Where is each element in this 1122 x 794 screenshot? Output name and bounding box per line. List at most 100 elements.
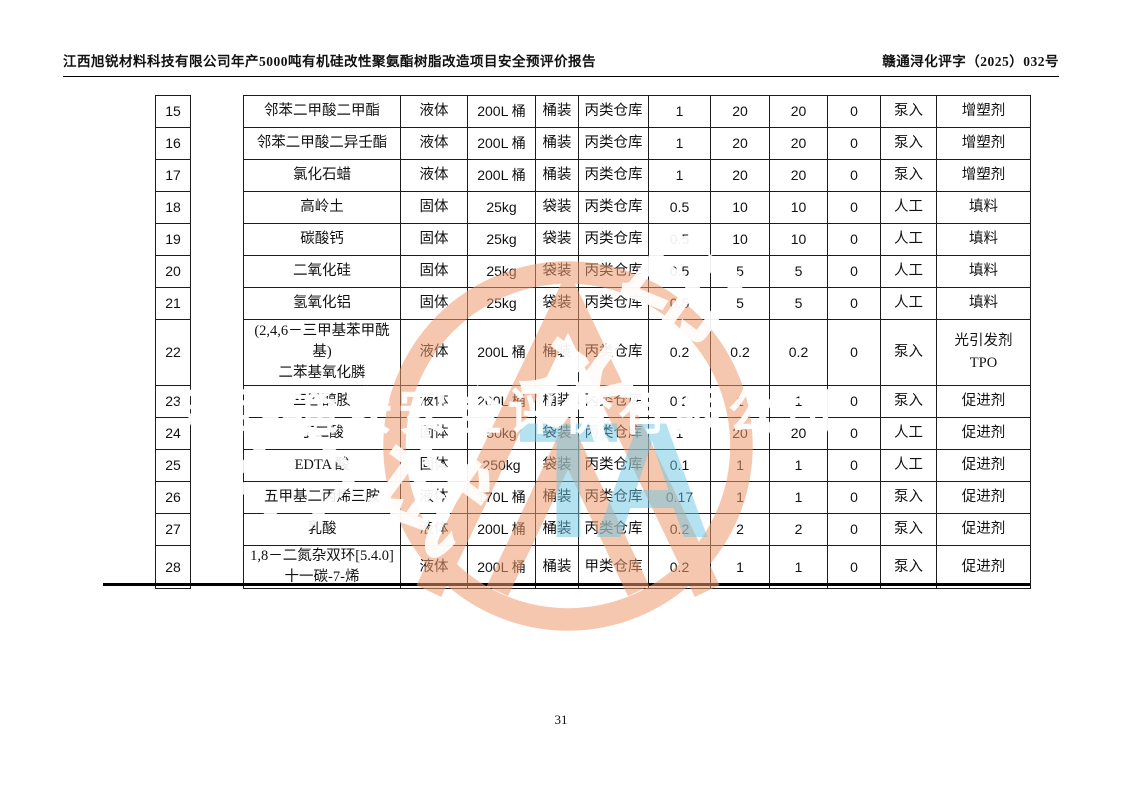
cell-package-size: 25kg (467, 255, 536, 288)
table-row: 18 高岭土 固体 25kg 袋装 丙类仓库 0.5 10 10 0 人工 填料 (155, 191, 1031, 224)
cell-storage-location: 丙类仓库 (578, 481, 649, 514)
cell-storage-location: 丙类仓库 (578, 513, 649, 546)
cell-onsite-amount: 0 (827, 223, 881, 256)
cell-package-size: 200L 桶 (467, 319, 536, 386)
cell-max-storage: 1 (710, 449, 770, 482)
cell-purpose: 光引发剂 TPO (936, 319, 1031, 386)
cell-design-storage: 5 (769, 255, 828, 288)
page-header: 江西旭锐材料科技有限公司年产5000吨有机硅改性聚氨酯树脂改造项目安全预评价报告… (63, 50, 1059, 70)
cell-storage-location: 丙类仓库 (578, 319, 649, 386)
cell-substance-name: 乳酸 (243, 513, 401, 546)
cell-package-type: 袋装 (535, 287, 579, 320)
cell-row-number: 18 (155, 191, 191, 224)
cell-package-size: 200L 桶 (467, 95, 536, 128)
cell-substance-name: 1,8－二氮杂双环[5.4.0] 十一碳-7-烯 (243, 544, 401, 590)
cell-substance-name: 邻苯二甲酸二甲酯 (243, 95, 401, 128)
cell-substance-name: 丁二酸 (243, 417, 401, 450)
cell-max-storage: 20 (710, 127, 770, 160)
cell-design-storage: 1 (769, 449, 828, 482)
cell-design-storage: 2 (769, 513, 828, 546)
cell-design-storage: 20 (769, 159, 828, 192)
table-row: 22 (2,4,6－三甲基苯甲酰基) 二苯基氧化膦 液体 200L 桶桶装 丙类仓库 0.… (155, 319, 1031, 386)
cell-purpose: 促进剂 (936, 449, 1031, 482)
cell-max-storage: 1 (710, 481, 770, 514)
cell-package-type: 桶装 (535, 385, 579, 418)
cell-row-number: 25 (155, 449, 191, 482)
cell-max-storage: 10 (710, 223, 770, 256)
cell-design-storage: 5 (769, 287, 828, 320)
cell-daily-usage: 1 (648, 95, 711, 128)
cell-package-size: 200L 桶 (467, 159, 536, 192)
cell-package-type: 袋装 (535, 417, 579, 450)
cell-storage-location: 丙类仓库 (578, 159, 649, 192)
cell-onsite-amount: 0 (827, 95, 881, 128)
cell-substance-name: (2,4,6－三甲基苯甲酰基) 二苯基氧化膦 (243, 319, 401, 386)
header-report-title: 江西旭锐材料科技有限公司年产5000吨有机硅改性聚氨酯树脂改造项目安全预评价报告 (63, 54, 596, 69)
cell-feeding-method: 人工 (880, 417, 937, 450)
cell-max-storage: 0.2 (710, 319, 770, 386)
cell-substance-name: 二氧化硅 (243, 255, 401, 288)
header-rule (63, 76, 1059, 77)
cell-package-type: 袋装 (535, 191, 579, 224)
cell-package-size: 170L 桶 (467, 481, 536, 514)
table-row: 19 碳酸钙 固体 25kg 袋装 丙类仓库 0.5 10 10 0 人工 填料 (155, 223, 1031, 256)
cell-storage-location: 丙类仓库 (578, 449, 649, 482)
cell-max-storage: 20 (710, 95, 770, 128)
cell-package-size: 50kg (467, 417, 536, 450)
cell-package-type: 袋装 (535, 449, 579, 482)
cell-daily-usage: 0.5 (648, 255, 711, 288)
cell-package-size: 25kg (467, 223, 536, 256)
cell-package-type: 袋装 (535, 223, 579, 256)
header-document-number: 赣通浔化评字（2025）032号 (882, 54, 1059, 69)
cell-package-type: 桶装 (535, 95, 579, 128)
cell-purpose: 促进剂 (936, 481, 1031, 514)
cell-max-storage: 2 (710, 513, 770, 546)
cell-package-type: 桶装 (535, 159, 579, 192)
cell-physical-state: 液体 (400, 127, 468, 160)
cell-max-storage: 20 (710, 417, 770, 450)
cell-package-size: 200L 桶 (467, 127, 536, 160)
cell-daily-usage: 1 (648, 127, 711, 160)
cell-feeding-method: 人工 (880, 191, 937, 224)
cell-onsite-amount: 0 (827, 287, 881, 320)
cell-feeding-method: 泵入 (880, 513, 937, 546)
cell-physical-state: 液体 (400, 95, 468, 128)
table-row: 23 三乙醇胺 液体 200L 桶桶装 丙类仓库 0.2 1 1 0 泵入 促进剂 (155, 385, 1031, 418)
cell-package-type: 桶装 (535, 127, 579, 160)
cell-feeding-method: 泵入 (880, 385, 937, 418)
cell-daily-usage: 0.5 (648, 223, 711, 256)
cell-storage-location: 丙类仓库 (578, 385, 649, 418)
cell-storage-location: 丙类仓库 (578, 287, 649, 320)
table-row: 20 二氧化硅 固体 25kg 袋装 丙类仓库 0.5 5 5 0 人工 填料 (155, 255, 1031, 288)
cell-substance-name: 碳酸钙 (243, 223, 401, 256)
cell-package-size: 250kg (467, 449, 536, 482)
cell-physical-state: 固体 (400, 449, 468, 482)
cell-onsite-amount: 0 (827, 481, 881, 514)
cell-purpose: 促进剂 (936, 385, 1031, 418)
cell-purpose: 增塑剂 (936, 159, 1031, 192)
cell-substance-name: EDTA 酸 (243, 449, 401, 482)
table-row: 17 氯化石蜡 液体 200L 桶桶装 丙类仓库 1 20 20 0 泵入 增塑剂 (155, 159, 1031, 192)
cell-daily-usage: 0.2 (648, 513, 711, 546)
cell-physical-state: 固体 (400, 191, 468, 224)
cell-feeding-method: 泵入 (880, 481, 937, 514)
cell-feeding-method: 泵入 (880, 127, 937, 160)
cell-package-size: 25kg (467, 191, 536, 224)
cell-design-storage: 0.2 (769, 319, 828, 386)
cell-max-storage: 5 (710, 287, 770, 320)
cell-physical-state: 固体 (400, 255, 468, 288)
cell-onsite-amount: 0 (827, 544, 881, 590)
cell-storage-location: 丙类仓库 (578, 127, 649, 160)
cell-row-number: 20 (155, 255, 191, 288)
cell-design-storage: 1 (769, 481, 828, 514)
cell-physical-state: 固体 (400, 223, 468, 256)
table-bottom-rule (103, 583, 1030, 586)
cell-design-storage: 1 (769, 385, 828, 418)
cell-daily-usage: 0.2 (648, 385, 711, 418)
cell-row-number: 23 (155, 385, 191, 418)
cell-row-number: 22 (155, 319, 191, 386)
cell-feeding-method: 人工 (880, 223, 937, 256)
cell-substance-name: 高岭土 (243, 191, 401, 224)
cell-row-number: 16 (155, 127, 191, 160)
cell-feeding-method: 泵入 (880, 159, 937, 192)
